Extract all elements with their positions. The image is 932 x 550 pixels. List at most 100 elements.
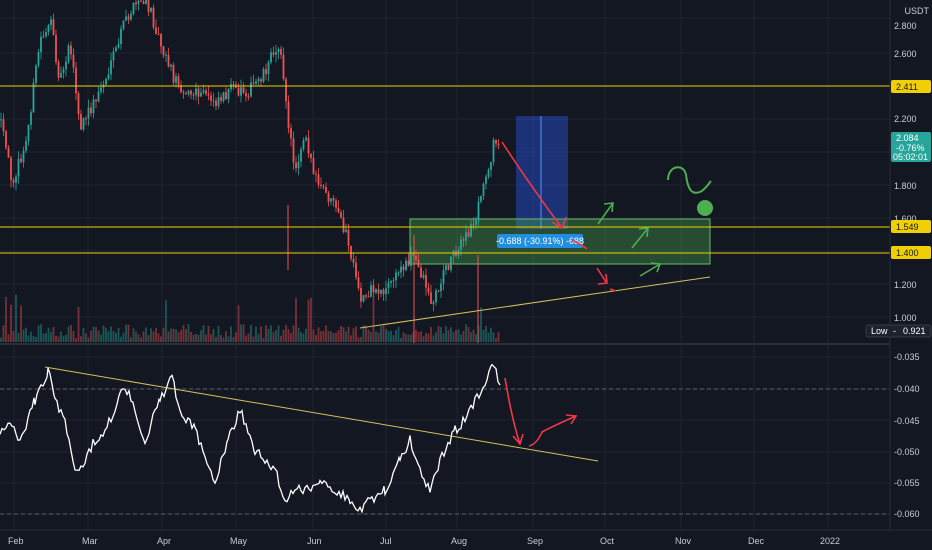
- candle-body: [117, 44, 120, 48]
- indicator-trendline[interactable]: [44, 366, 599, 462]
- volume-bar: [172, 328, 175, 342]
- candle-body: [277, 48, 280, 53]
- red-arrowhead-1: [551, 216, 567, 230]
- projection-box[interactable]: [516, 116, 568, 229]
- volume-bar: [295, 297, 297, 342]
- volume-bar: [60, 331, 62, 342]
- candle-body: [437, 290, 440, 292]
- volume-bar: [85, 333, 87, 342]
- volume-bar: [37, 325, 40, 342]
- support-trendline[interactable]: [359, 276, 711, 329]
- volume-bar: [52, 327, 55, 342]
- candle-body: [155, 27, 157, 35]
- price-scale[interactable]: USDT 2.800 2.600 2.200 1.800 1.600 1.200…: [865, 0, 932, 530]
- price-tick-2: 2.600: [894, 49, 917, 59]
- volume-bar: [87, 337, 90, 342]
- candle-body: [265, 69, 267, 75]
- volume-bar: [387, 331, 390, 342]
- volume-bar: [270, 325, 272, 342]
- volume-bar: [462, 331, 465, 342]
- volume-bar: [195, 333, 197, 342]
- level-tag-2411: [891, 80, 931, 93]
- candle-body: [355, 262, 357, 278]
- candle-body: [420, 267, 422, 278]
- bar-countdown: 05:02:01: [893, 152, 928, 162]
- volume-bar: [422, 336, 425, 342]
- candle-body: [497, 143, 500, 146]
- candle-body: [150, 7, 152, 12]
- volume-bar: [255, 326, 257, 342]
- candle-body: [485, 176, 487, 184]
- volume-bar: [20, 305, 22, 342]
- volume-bar: [285, 324, 287, 342]
- volume-bar: [352, 328, 355, 342]
- volume-bar: [117, 327, 120, 342]
- time-label-2022: 2022: [820, 536, 840, 546]
- volume-bar: [400, 337, 402, 342]
- volume-bar: [182, 325, 185, 342]
- red-arrow-down-2: [596, 267, 607, 283]
- volume-bar: [495, 337, 497, 342]
- level-tag-1400-text: 1.400: [896, 248, 919, 258]
- candle-body: [200, 92, 202, 97]
- volume-bar: [262, 337, 265, 342]
- candle-body: [370, 285, 372, 298]
- volume-bar: [330, 331, 332, 342]
- candle-body: [67, 45, 70, 62]
- candle-body: [105, 78, 107, 85]
- candle-body: [85, 118, 87, 120]
- candle-body: [160, 34, 162, 47]
- volume-bar: [112, 330, 115, 342]
- volume-bar: [105, 327, 107, 342]
- candle-body: [217, 97, 220, 106]
- candle-body: [395, 272, 397, 281]
- volume-bar: [15, 294, 17, 342]
- volume-bar: [382, 325, 385, 342]
- candle-body: [152, 7, 155, 28]
- volume-bar: [142, 331, 145, 342]
- candle-body: [100, 87, 102, 92]
- candle-body: [262, 69, 265, 82]
- candle-body: [342, 217, 345, 232]
- measure-tool-label[interactable]: [497, 234, 583, 248]
- candle-body: [107, 74, 110, 79]
- candle-body: [350, 245, 352, 259]
- time-axis[interactable]: Feb Mar Apr May Jun Jul Aug Sep Oct Nov …: [0, 529, 932, 550]
- volume-bar: [47, 327, 50, 342]
- volume-bar: [30, 331, 32, 342]
- volume-bar: [227, 336, 230, 342]
- volume-bar: [210, 334, 212, 342]
- volume-bar: [277, 325, 280, 342]
- volume-bar: [45, 332, 47, 342]
- candle-body: [240, 87, 242, 96]
- volume-bar: [497, 332, 500, 342]
- volume-bar: [332, 333, 335, 342]
- time-label-feb: Feb: [8, 536, 24, 546]
- volume-bar: [402, 332, 405, 342]
- candle-body: [352, 258, 355, 263]
- green-arrow-up-3: [639, 263, 661, 277]
- candle-body: [50, 19, 52, 25]
- volume-bar: [160, 336, 162, 342]
- volume-bar: [467, 327, 470, 342]
- price-tick-5: 1.600: [894, 214, 917, 224]
- volume-bar: [75, 337, 77, 342]
- volume-bar: [455, 329, 457, 342]
- volume-bar: [345, 331, 347, 342]
- volume-bar: [315, 335, 317, 342]
- volume-bar: [260, 326, 262, 342]
- candle-body: [470, 224, 472, 237]
- volume-bar: [25, 327, 27, 342]
- volume-bar: [237, 305, 240, 342]
- candle-body: [195, 88, 197, 96]
- candle-body: [377, 289, 380, 294]
- candle-body: [430, 292, 432, 304]
- volume-bar: [57, 336, 60, 342]
- candle-body: [87, 107, 90, 119]
- candle-body: [115, 47, 117, 52]
- volume-bar: [272, 332, 275, 342]
- volume-bar: [317, 327, 320, 342]
- volume-bar: [92, 326, 95, 342]
